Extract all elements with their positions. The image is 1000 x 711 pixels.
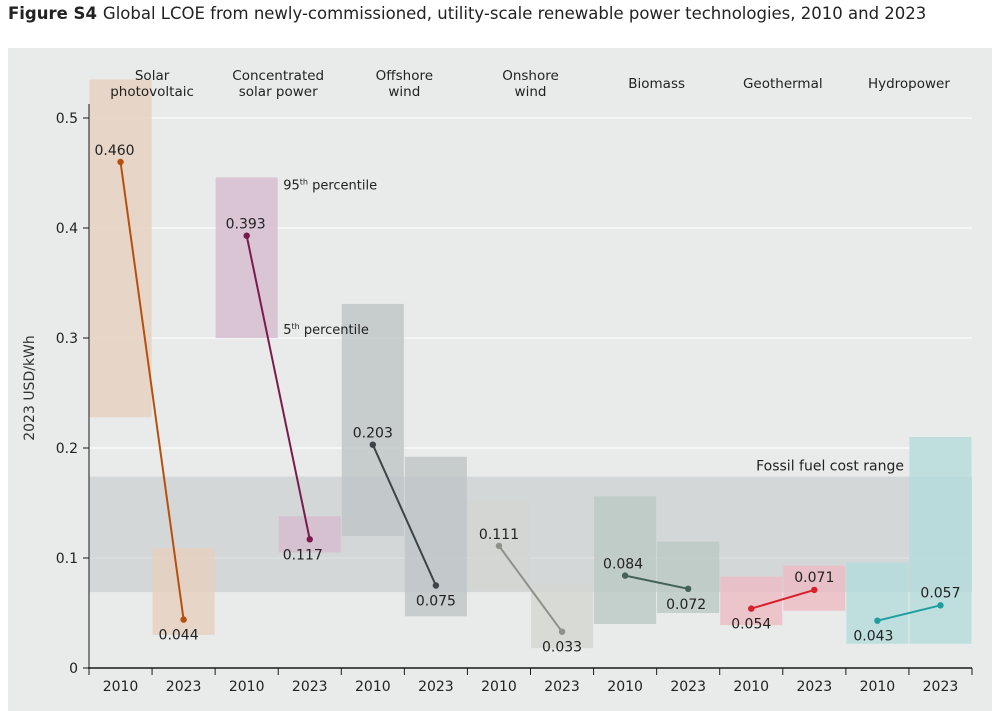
data-point (432, 582, 440, 589)
value-label: 0.393 (226, 217, 266, 233)
series-line (750, 588, 815, 610)
x-tick-label-2010: 2010 (481, 679, 517, 695)
data-point (811, 586, 818, 594)
percentile-band-2023 (657, 541, 720, 613)
x-tick-label-2023: 2023 (670, 679, 706, 695)
x-tick-label-2023: 2023 (166, 679, 202, 695)
percentile-band-2023 (909, 437, 972, 644)
technology-header: wind (515, 84, 547, 100)
value-label: 0.043 (853, 629, 893, 645)
x-tick-label-2010: 2010 (860, 679, 896, 695)
p5-annotation: 5th percentile (283, 322, 369, 338)
series-line (498, 545, 563, 633)
y-tick-label: 0.3 (56, 331, 78, 347)
technology-header: Biomass (628, 76, 685, 92)
series-line (245, 235, 311, 540)
value-label: 0.084 (603, 557, 643, 573)
value-label: 0.111 (479, 527, 519, 543)
data-point (180, 616, 187, 623)
technology-header: Solar (135, 68, 170, 84)
technology-header: photovoltaic (110, 84, 194, 100)
value-label: 0.033 (542, 640, 582, 656)
percentile-bands (89, 79, 972, 649)
data-point (306, 536, 313, 543)
percentile-band-2023 (531, 583, 594, 649)
data-point (621, 572, 629, 579)
percentile-band-2023 (404, 456, 467, 617)
data-point (937, 602, 944, 609)
technology-header: wind (388, 84, 420, 100)
figure-label: Figure S4 (8, 4, 97, 23)
x-tick-label-2023: 2023 (923, 679, 959, 695)
technology-header: Offshore (376, 68, 433, 84)
x-tick-label-2023: 2023 (292, 679, 328, 695)
y-axis-title: 2023 USD/kWh (22, 335, 38, 441)
value-label: 0.072 (666, 597, 706, 613)
value-label: 0.075 (416, 594, 456, 610)
data-point (874, 617, 881, 624)
chart-text: 0 0.1 0.2 0.3 0.4 0.5 2023 USD/kWh 2010 2023 2010… (22, 68, 961, 695)
x-tick-label-2023: 2023 (418, 679, 454, 695)
percentile-band-2023 (278, 516, 341, 553)
data-point (558, 628, 566, 635)
figure-title-text: Global LCOE from newly-commissioned, uti… (102, 4, 927, 23)
y-tick-label: 0.4 (56, 221, 78, 237)
percentile-band-2010 (846, 562, 909, 644)
p95-annotation: 95th percentile (283, 177, 377, 193)
x-tick-label-2010: 2010 (103, 679, 139, 695)
data-point (369, 441, 377, 448)
x-tick-label-2010: 2010 (607, 679, 643, 695)
y-tick-label: 0 (69, 661, 78, 677)
series-line (119, 161, 185, 620)
y-tick-label: 0.5 (56, 111, 78, 127)
x-tick-label-2023: 2023 (797, 679, 833, 695)
percentile-band-2010 (341, 303, 404, 536)
y-tick-label: 0.1 (56, 551, 78, 567)
figure-title: Figure S4 Global LCOE from newly-commissi… (8, 4, 926, 23)
data-point (495, 542, 503, 550)
value-label: 0.460 (94, 143, 134, 159)
series-line (877, 604, 941, 622)
data-point (243, 232, 250, 239)
value-label: 0.044 (159, 628, 199, 644)
data-point (117, 158, 124, 166)
percentile-band-2010 (720, 576, 783, 626)
series-lines (117, 158, 944, 635)
x-tick-label-2010: 2010 (733, 679, 769, 695)
percentile-band-2010 (594, 496, 657, 624)
x-tick-label-2023: 2023 (544, 679, 580, 695)
data-point (748, 605, 755, 612)
technology-header: Onshore (502, 68, 559, 84)
technology-header: Hydropower (868, 76, 950, 92)
percentile-band-2010 (215, 177, 278, 338)
series-line (371, 444, 437, 586)
x-tick-label-2010: 2010 (229, 679, 265, 695)
percentile-band-2010 (89, 79, 152, 418)
value-label: 0.203 (353, 426, 393, 442)
value-label: 0.071 (794, 570, 834, 586)
series-line (624, 574, 689, 590)
y-tick-label: 0.2 (56, 441, 78, 457)
technology-header: solar power (239, 84, 318, 100)
fossil-range-label: Fossil fuel cost range (756, 459, 904, 475)
value-label: 0.117 (283, 547, 323, 563)
data-point (684, 585, 692, 592)
axes (83, 104, 973, 675)
technology-header: Concentrated (232, 68, 324, 84)
value-label: 0.057 (920, 585, 960, 601)
technology-header: Geothermal (743, 76, 823, 92)
value-label: 0.054 (731, 617, 771, 633)
x-tick-label-2010: 2010 (355, 679, 391, 695)
